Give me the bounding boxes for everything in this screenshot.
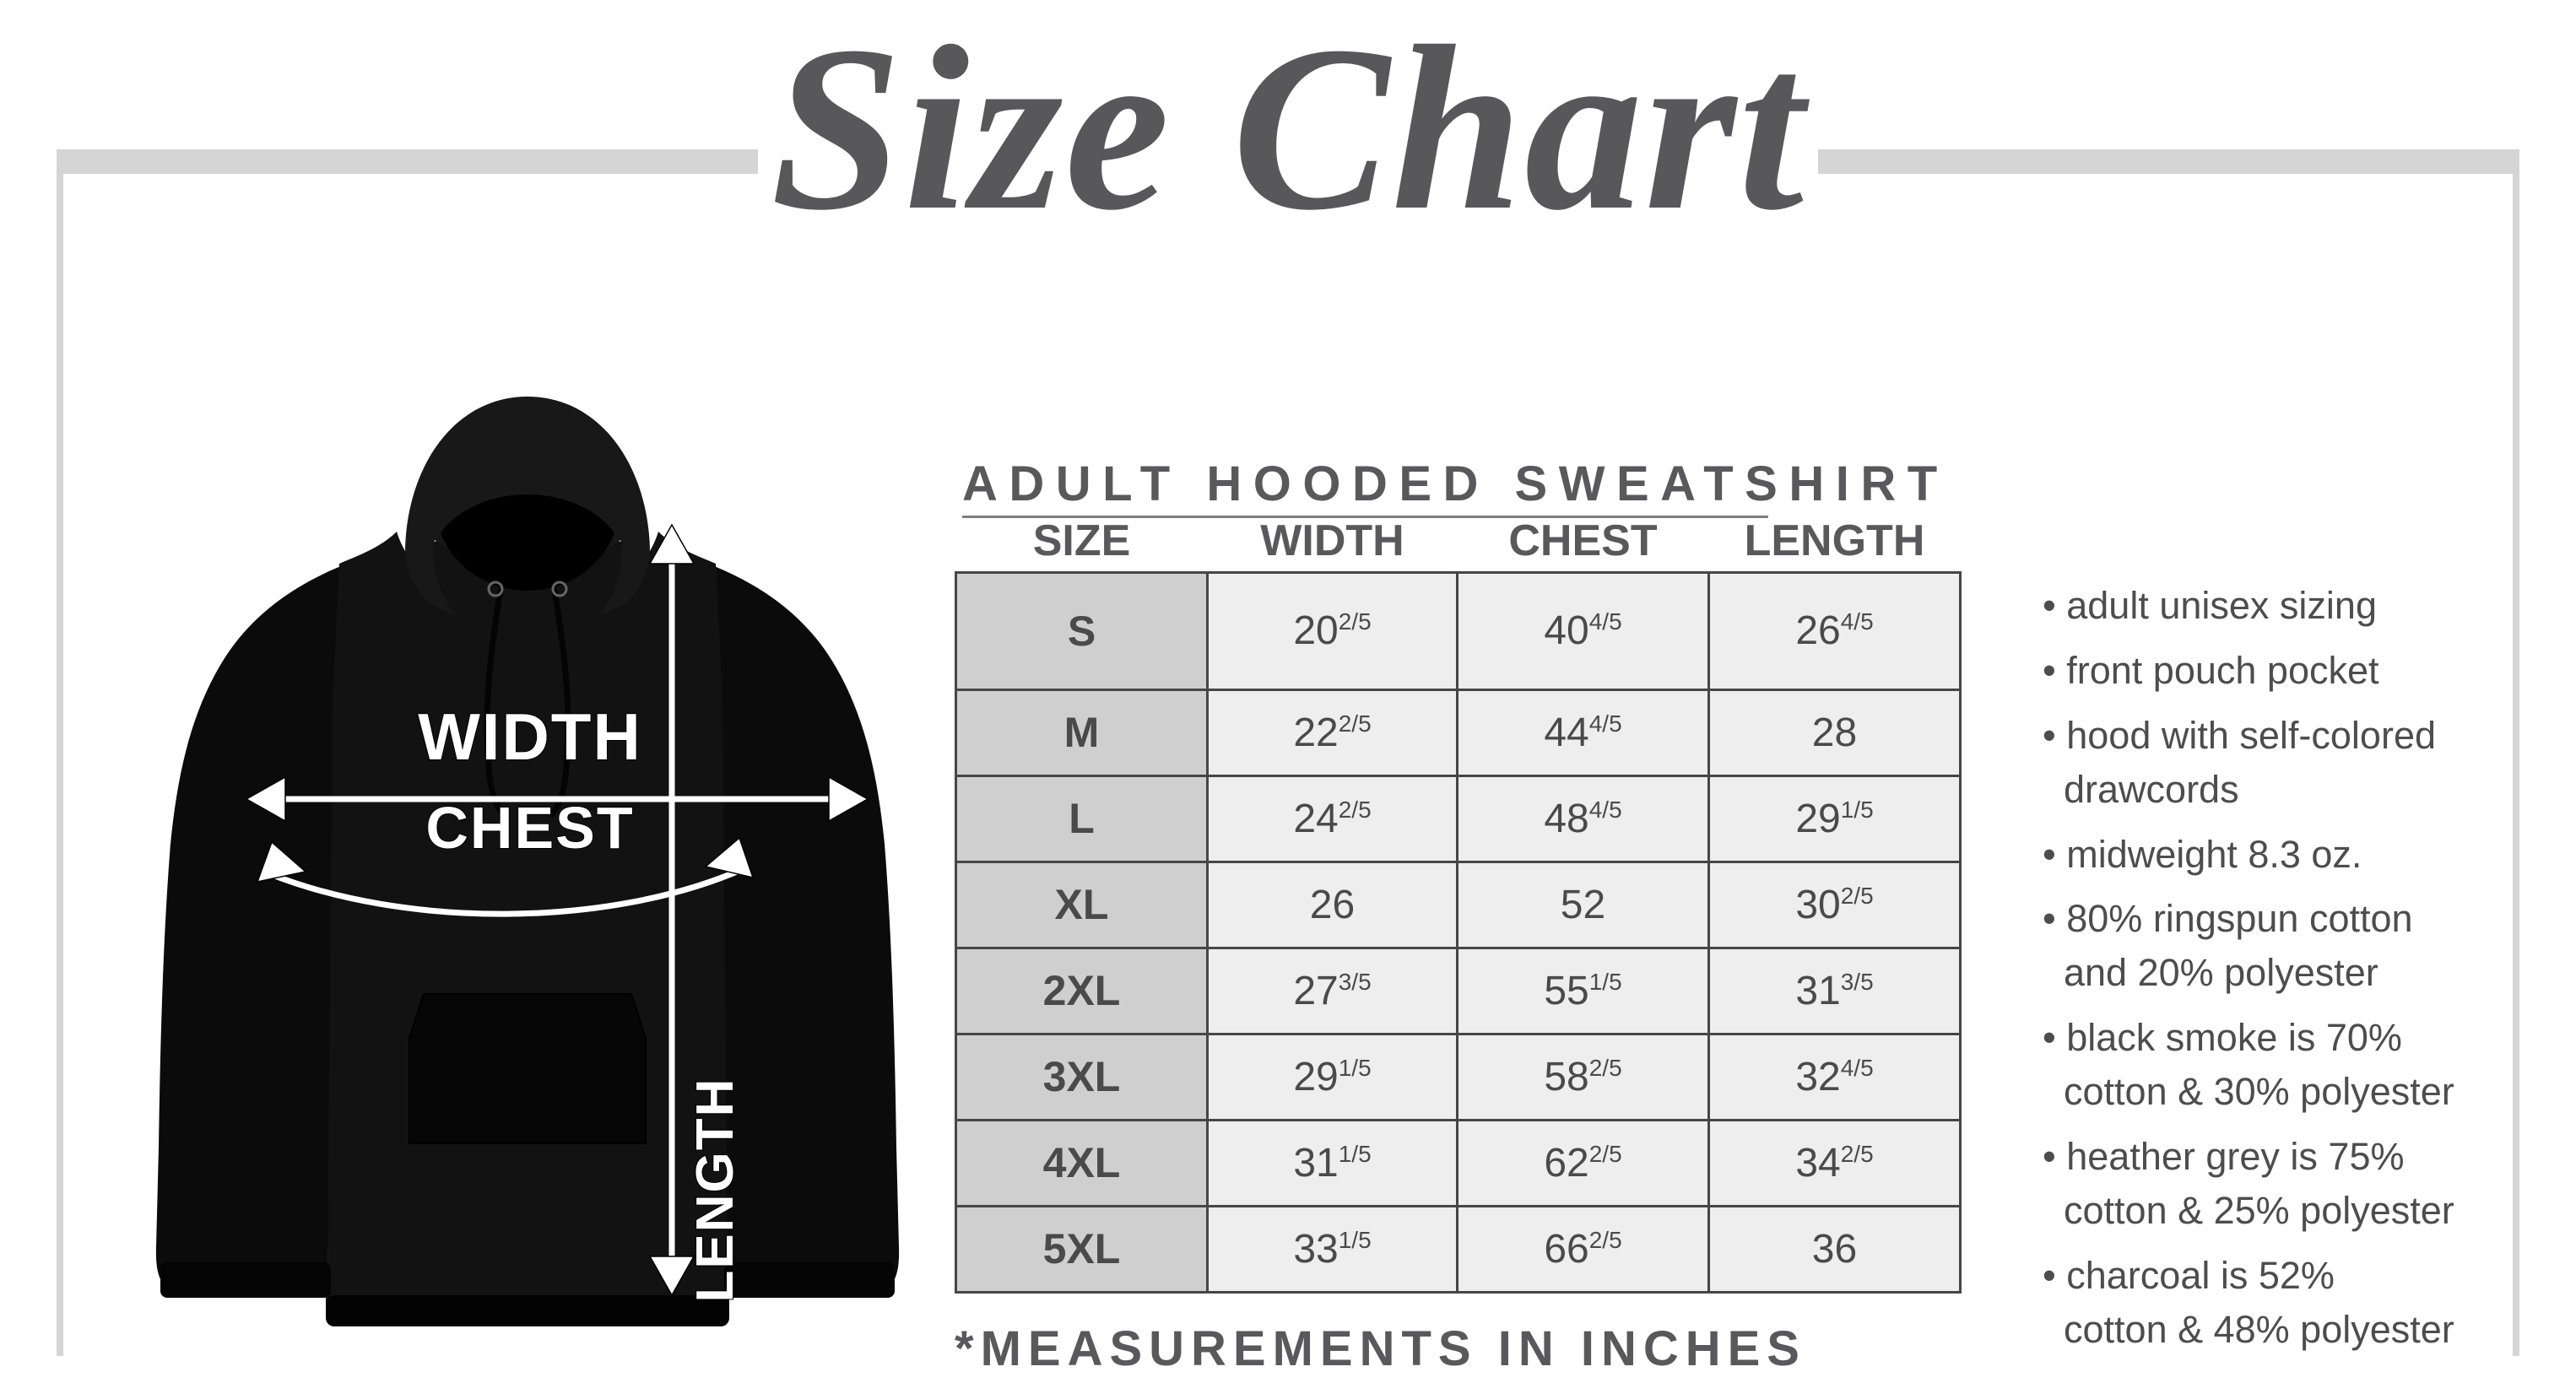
- svg-text:CHEST: CHEST: [425, 795, 634, 861]
- svg-text:LENGTH: LENGTH: [686, 1078, 744, 1303]
- svg-text:WIDTH: WIDTH: [418, 700, 642, 774]
